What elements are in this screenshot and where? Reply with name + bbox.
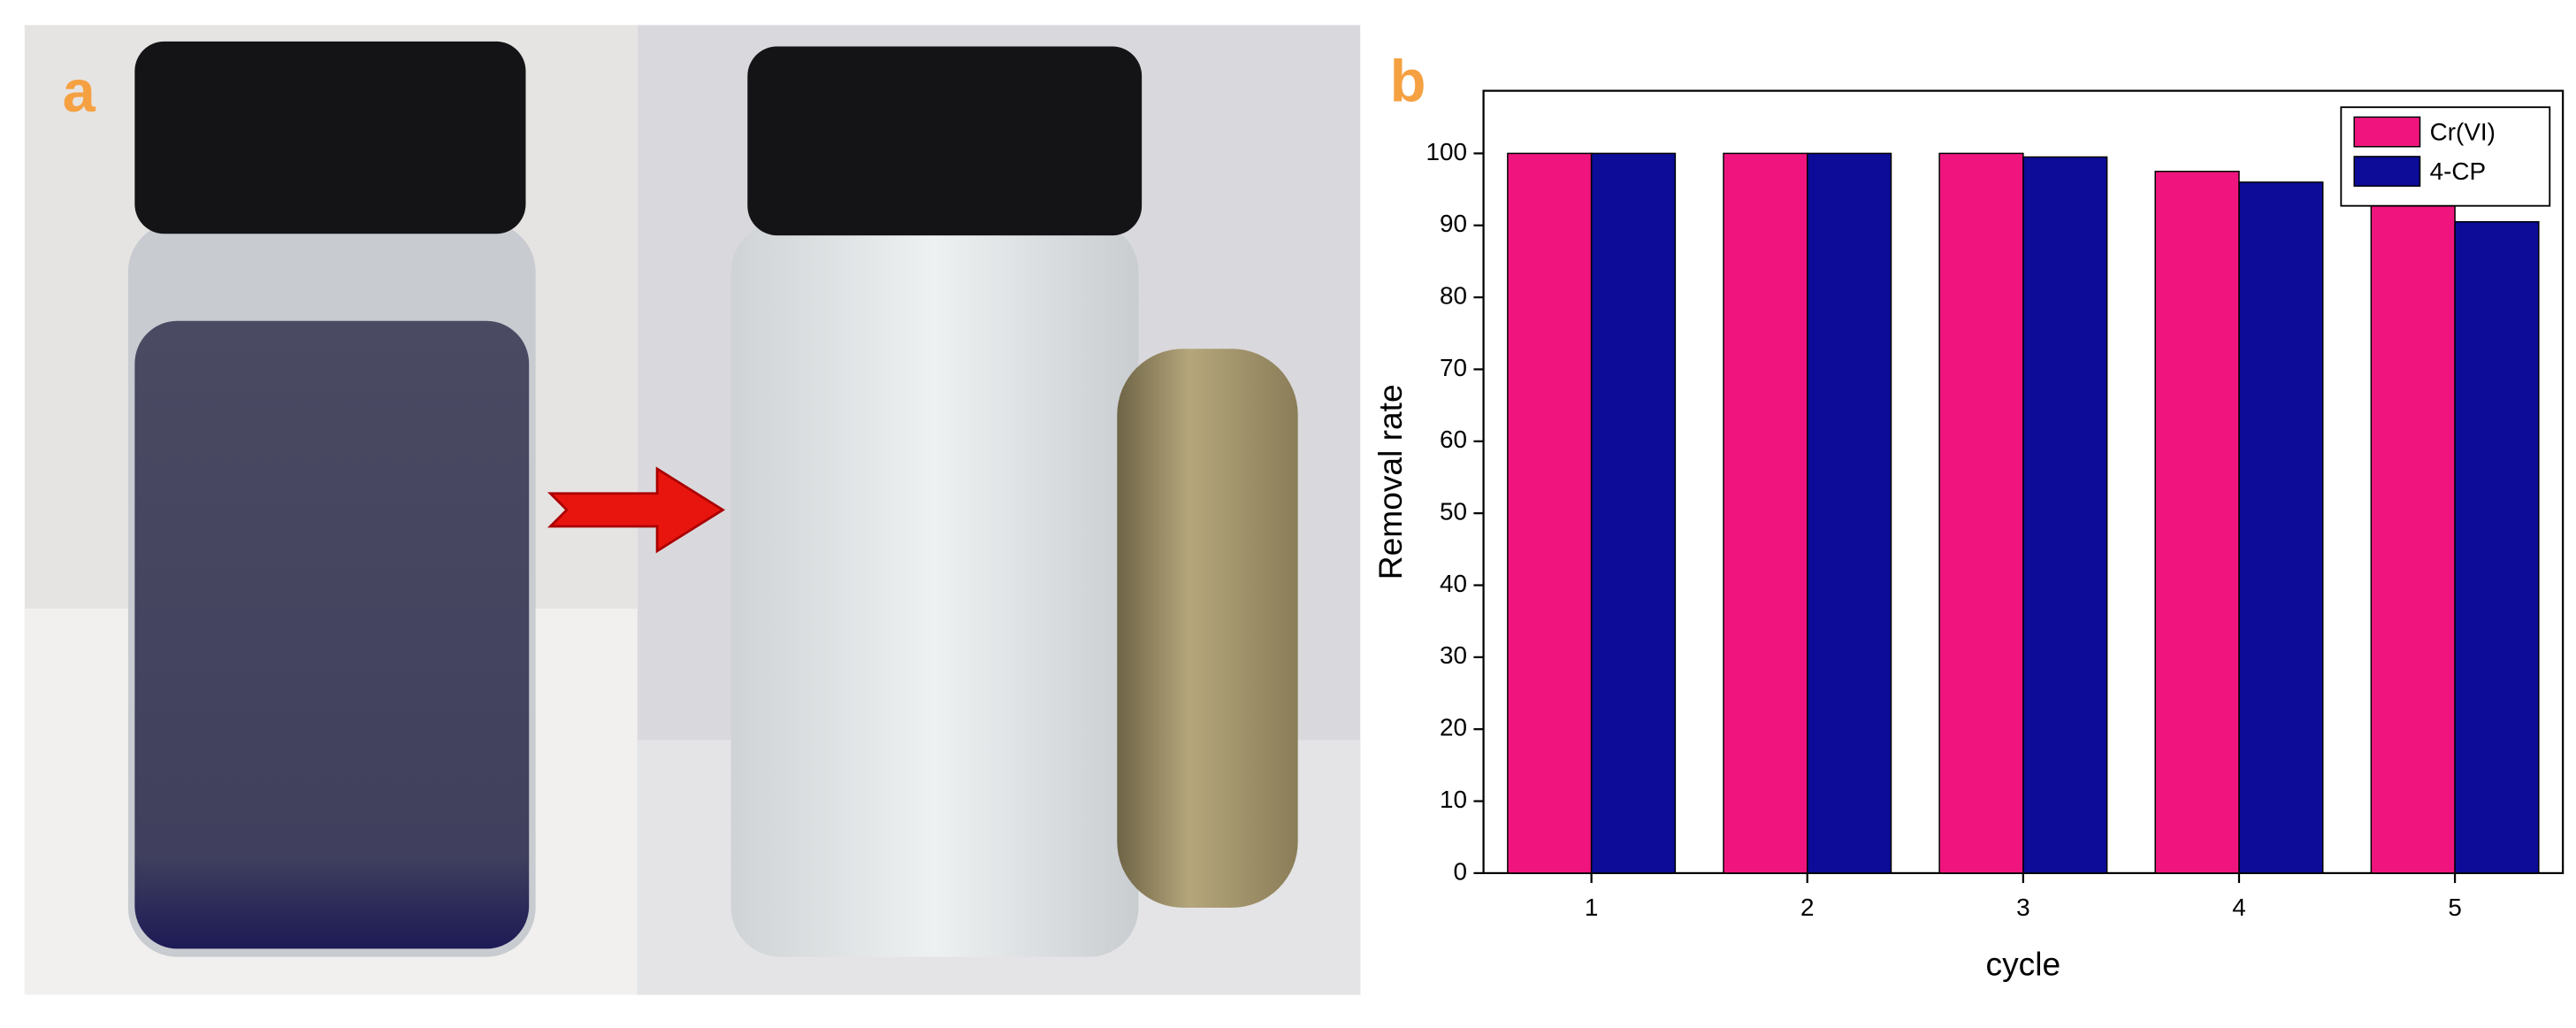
panel-label: a [63, 58, 96, 125]
y-tick-label: 100 [1426, 138, 1467, 165]
chart: 0 10 20 30 40 50 60 70 80 90 100 1 2 3 4 5 cycle Removal … [1372, 89, 2565, 983]
y-tick-label: 50 [1440, 498, 1467, 526]
vial-glass-clear [730, 222, 1139, 957]
y-axis-title: Removal rate [1372, 384, 1409, 579]
bar [2238, 181, 2324, 874]
bar [2154, 170, 2240, 874]
y-tick-label: 90 [1440, 210, 1467, 237]
y-tick-label: 40 [1440, 570, 1467, 597]
legend-label: Cr(VI) [2430, 118, 2496, 145]
bar [2454, 220, 2540, 874]
vial-cap [747, 46, 1143, 236]
bar [1590, 152, 1677, 874]
bar [1807, 152, 1892, 874]
x-tick-label: 2 [1800, 894, 1814, 921]
panel-label: b [1390, 49, 1426, 115]
vial-lid-gold [1117, 349, 1298, 908]
x-axis-title: cycle [1986, 946, 2061, 983]
legend-swatch [2353, 156, 2421, 188]
x-tick-label: 3 [2016, 894, 2030, 921]
bar [2370, 203, 2456, 874]
bar [2022, 156, 2108, 874]
y-tick-label: 70 [1440, 354, 1467, 381]
legend-label: 4-CP [2430, 157, 2486, 185]
y-tick-label: 10 [1440, 786, 1467, 813]
bar [1507, 152, 1593, 874]
vial-cap [134, 41, 526, 234]
bar [1938, 152, 2024, 874]
y-tick-label: 30 [1440, 641, 1467, 669]
bar [1723, 152, 1808, 874]
y-tick-label: 20 [1440, 714, 1467, 741]
arrow [547, 466, 726, 554]
y-tick-label: 60 [1440, 426, 1467, 453]
x-tick-label: 5 [2448, 894, 2461, 921]
y-tick-label: 0 [1453, 857, 1466, 885]
photo-panel: a [24, 25, 1361, 995]
x-tick-label: 1 [1585, 894, 1599, 921]
y-tick-label: 80 [1440, 281, 1467, 309]
legend-swatch [2353, 116, 2421, 148]
vial-liquid-dark [134, 320, 530, 949]
x-tick-label: 4 [2232, 894, 2246, 921]
